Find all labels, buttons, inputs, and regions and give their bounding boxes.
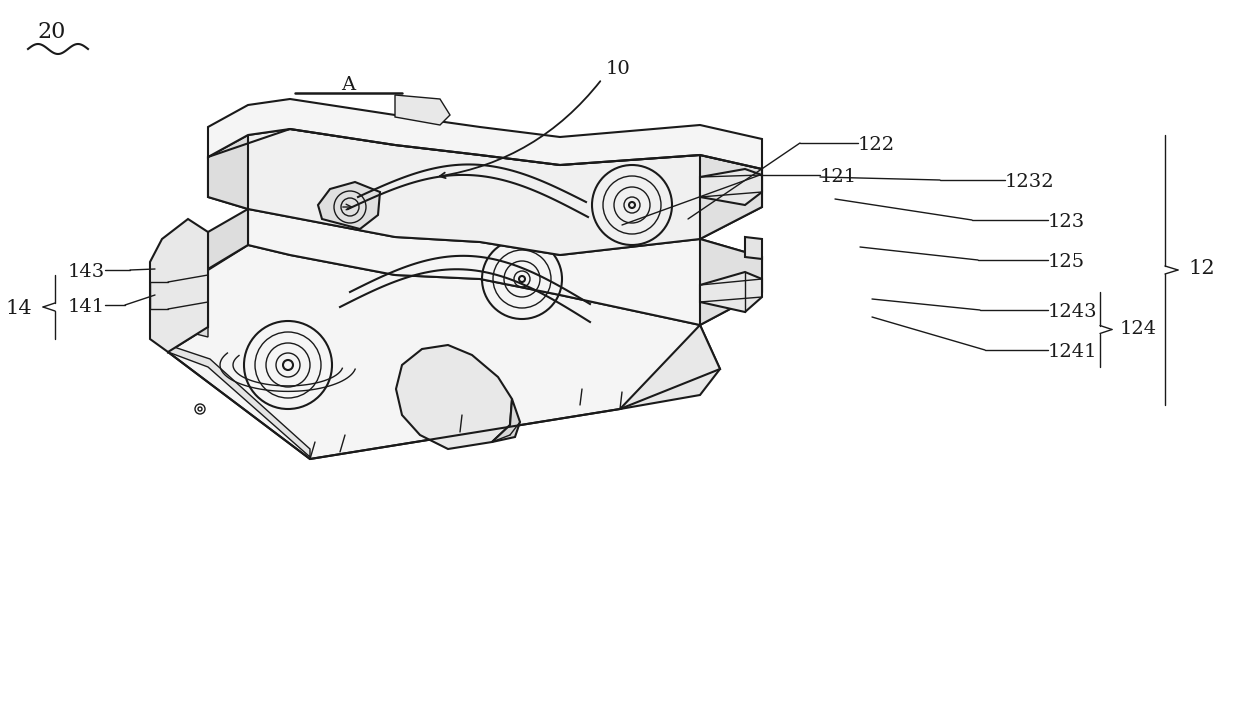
Polygon shape — [150, 219, 208, 352]
Text: 10: 10 — [605, 60, 630, 78]
Text: 1232: 1232 — [1004, 173, 1055, 191]
Text: 124: 124 — [1120, 320, 1157, 338]
Polygon shape — [701, 169, 763, 205]
Text: 141: 141 — [68, 298, 105, 316]
Polygon shape — [208, 209, 248, 269]
Polygon shape — [701, 239, 763, 325]
Polygon shape — [208, 129, 763, 255]
Polygon shape — [208, 135, 248, 209]
Polygon shape — [701, 272, 763, 312]
Text: 121: 121 — [820, 168, 857, 186]
Polygon shape — [492, 399, 520, 442]
Polygon shape — [167, 345, 310, 457]
Text: 14: 14 — [5, 300, 32, 318]
Text: A: A — [341, 76, 355, 94]
Polygon shape — [396, 345, 512, 449]
Text: 1243: 1243 — [1048, 303, 1097, 321]
Text: 125: 125 — [1048, 253, 1085, 271]
Text: 20: 20 — [37, 21, 66, 43]
Polygon shape — [167, 269, 208, 352]
Text: 122: 122 — [858, 136, 895, 154]
Polygon shape — [248, 209, 763, 325]
Polygon shape — [745, 237, 763, 259]
Polygon shape — [208, 99, 763, 169]
Polygon shape — [167, 312, 208, 337]
Polygon shape — [701, 155, 763, 239]
Text: 143: 143 — [68, 263, 105, 281]
Polygon shape — [396, 95, 450, 125]
Text: 1241: 1241 — [1048, 343, 1097, 361]
Polygon shape — [317, 182, 379, 229]
Text: 123: 123 — [1048, 213, 1085, 231]
Polygon shape — [620, 325, 720, 409]
Polygon shape — [167, 245, 720, 459]
Text: 12: 12 — [1188, 259, 1215, 279]
